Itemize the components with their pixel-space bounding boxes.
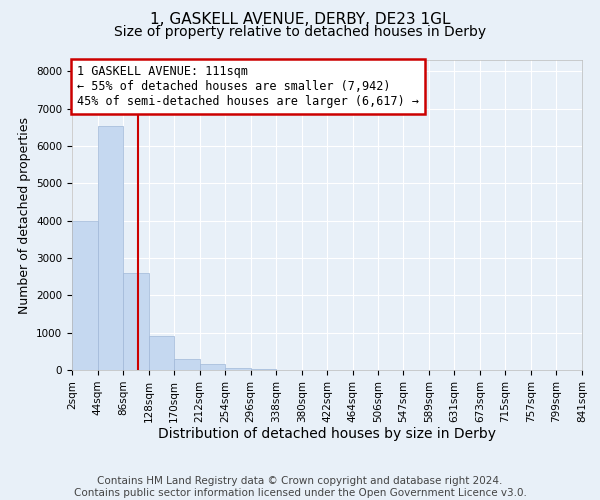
Bar <box>251 369 276 370</box>
Text: Contains HM Land Registry data © Crown copyright and database right 2024.
Contai: Contains HM Land Registry data © Crown c… <box>74 476 526 498</box>
Text: 1, GASKELL AVENUE, DERBY, DE23 1GL: 1, GASKELL AVENUE, DERBY, DE23 1GL <box>150 12 450 28</box>
X-axis label: Distribution of detached houses by size in Derby: Distribution of detached houses by size … <box>158 428 496 442</box>
Bar <box>225 368 251 370</box>
Bar <box>174 359 200 370</box>
Bar <box>123 273 149 370</box>
Y-axis label: Number of detached properties: Number of detached properties <box>17 116 31 314</box>
Bar <box>98 126 123 370</box>
Text: 1 GASKELL AVENUE: 111sqm
← 55% of detached houses are smaller (7,942)
45% of sem: 1 GASKELL AVENUE: 111sqm ← 55% of detach… <box>77 64 419 108</box>
Bar <box>149 336 174 370</box>
Bar <box>200 364 225 370</box>
Text: Size of property relative to detached houses in Derby: Size of property relative to detached ho… <box>114 25 486 39</box>
Bar <box>72 222 98 370</box>
